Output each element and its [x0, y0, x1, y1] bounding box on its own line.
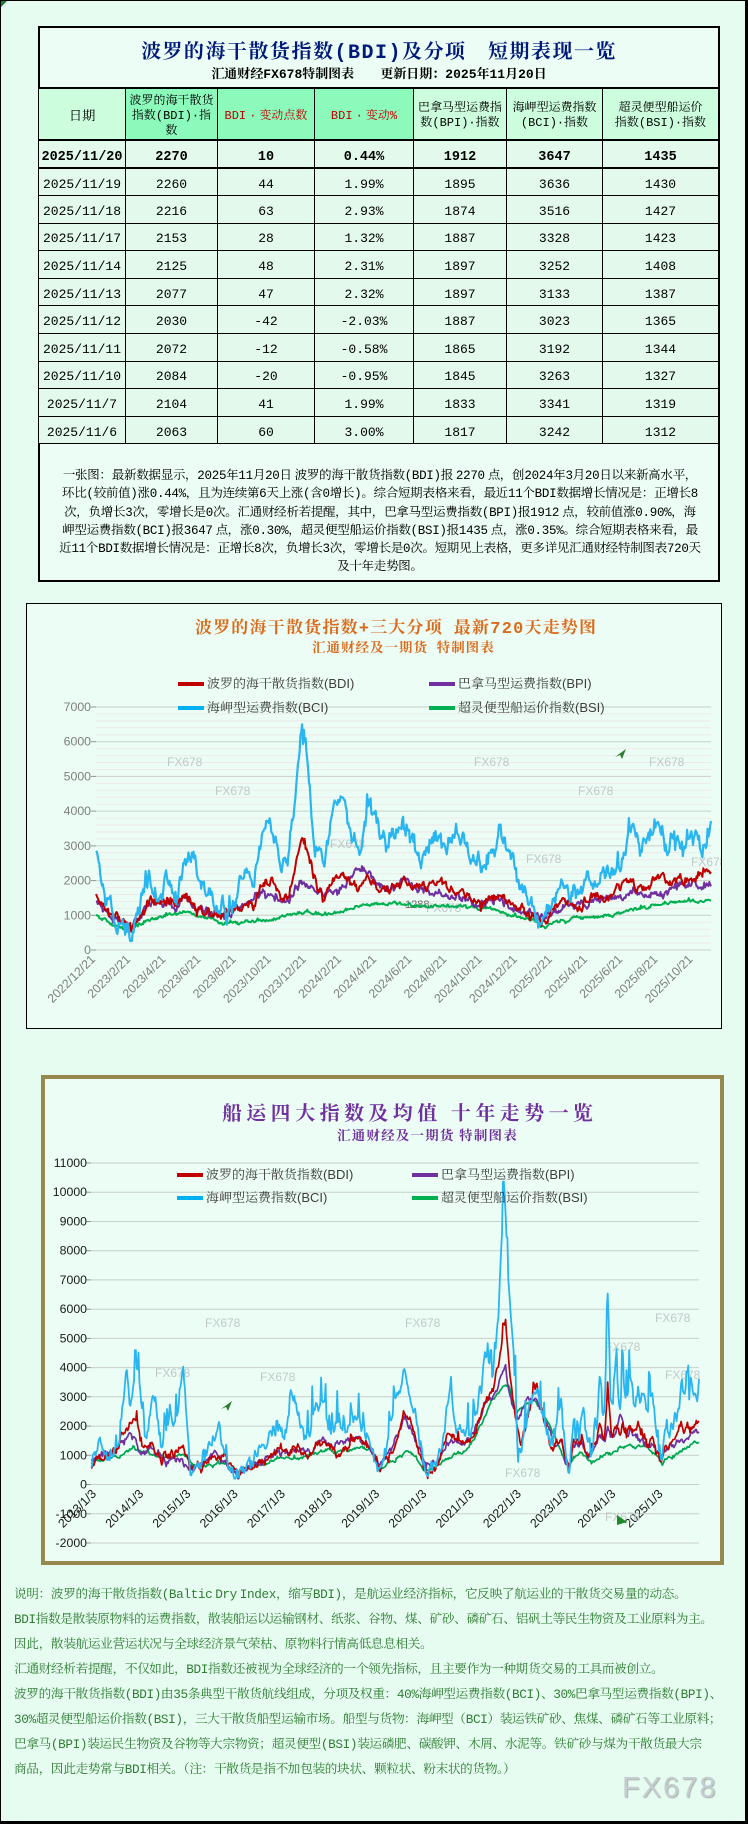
- svg-text:2023/1/3: 2023/1/3: [527, 1487, 571, 1531]
- svg-text:FX678: FX678: [260, 1370, 296, 1384]
- svg-text:FX678: FX678: [155, 1366, 191, 1380]
- svg-text:2020/1/3: 2020/1/3: [386, 1487, 430, 1531]
- svg-text:8000: 8000: [60, 1244, 88, 1258]
- svg-text:FX678: FX678: [655, 1311, 691, 1325]
- svg-text:6000: 6000: [64, 735, 92, 749]
- svg-text:1000: 1000: [60, 1448, 88, 1462]
- svg-text:4000: 4000: [64, 804, 92, 818]
- svg-text:10000: 10000: [53, 1185, 87, 1199]
- svg-text:FX678: FX678: [167, 755, 203, 769]
- svg-text:2017/1/3: 2017/1/3: [244, 1487, 288, 1531]
- svg-text:2018/1/3: 2018/1/3: [291, 1487, 335, 1531]
- svg-text:FX678: FX678: [215, 784, 251, 798]
- svg-text:FX678: FX678: [505, 1466, 541, 1480]
- svg-text:FX678: FX678: [578, 784, 614, 798]
- svg-text:-2000: -2000: [56, 1536, 88, 1550]
- svg-text:FX678: FX678: [205, 1316, 241, 1330]
- svg-text:2019/1/3: 2019/1/3: [339, 1487, 383, 1531]
- svg-text:1000: 1000: [64, 908, 92, 922]
- svg-text:6000: 6000: [60, 1302, 88, 1316]
- svg-text:7000: 7000: [60, 1273, 88, 1287]
- svg-text:5000: 5000: [64, 769, 92, 783]
- svg-text:0: 0: [80, 1478, 87, 1492]
- svg-text:FX678: FX678: [405, 1316, 441, 1330]
- svg-text:3000: 3000: [64, 839, 92, 853]
- svg-text:11000: 11000: [54, 1156, 87, 1170]
- svg-text:3000: 3000: [60, 1390, 88, 1404]
- svg-text:FX678: FX678: [691, 855, 721, 869]
- svg-text:2016/1/3: 2016/1/3: [197, 1487, 241, 1531]
- svg-text:FX678: FX678: [605, 1340, 641, 1354]
- svg-text:2022/1/3: 2022/1/3: [480, 1487, 524, 1531]
- svg-text:4000: 4000: [60, 1361, 88, 1375]
- svg-text:2015/1/3: 2015/1/3: [150, 1487, 194, 1531]
- svg-text:FX678: FX678: [526, 852, 562, 866]
- svg-text:FX678: FX678: [330, 837, 366, 851]
- svg-text:FX678: FX678: [605, 1510, 641, 1524]
- svg-text:-1000: -1000: [56, 1507, 88, 1521]
- svg-text:2000: 2000: [64, 874, 92, 888]
- svg-text:FX678: FX678: [474, 755, 510, 769]
- svg-text:FX678: FX678: [649, 755, 685, 769]
- svg-text:2021/1/3: 2021/1/3: [433, 1487, 477, 1531]
- svg-text:5000: 5000: [60, 1331, 88, 1345]
- svg-text:2000: 2000: [60, 1419, 88, 1433]
- svg-text:9000: 9000: [60, 1215, 88, 1229]
- svg-text:0: 0: [84, 943, 91, 957]
- svg-text:7000: 7000: [64, 700, 92, 714]
- svg-text:2014/1/3: 2014/1/3: [103, 1487, 147, 1531]
